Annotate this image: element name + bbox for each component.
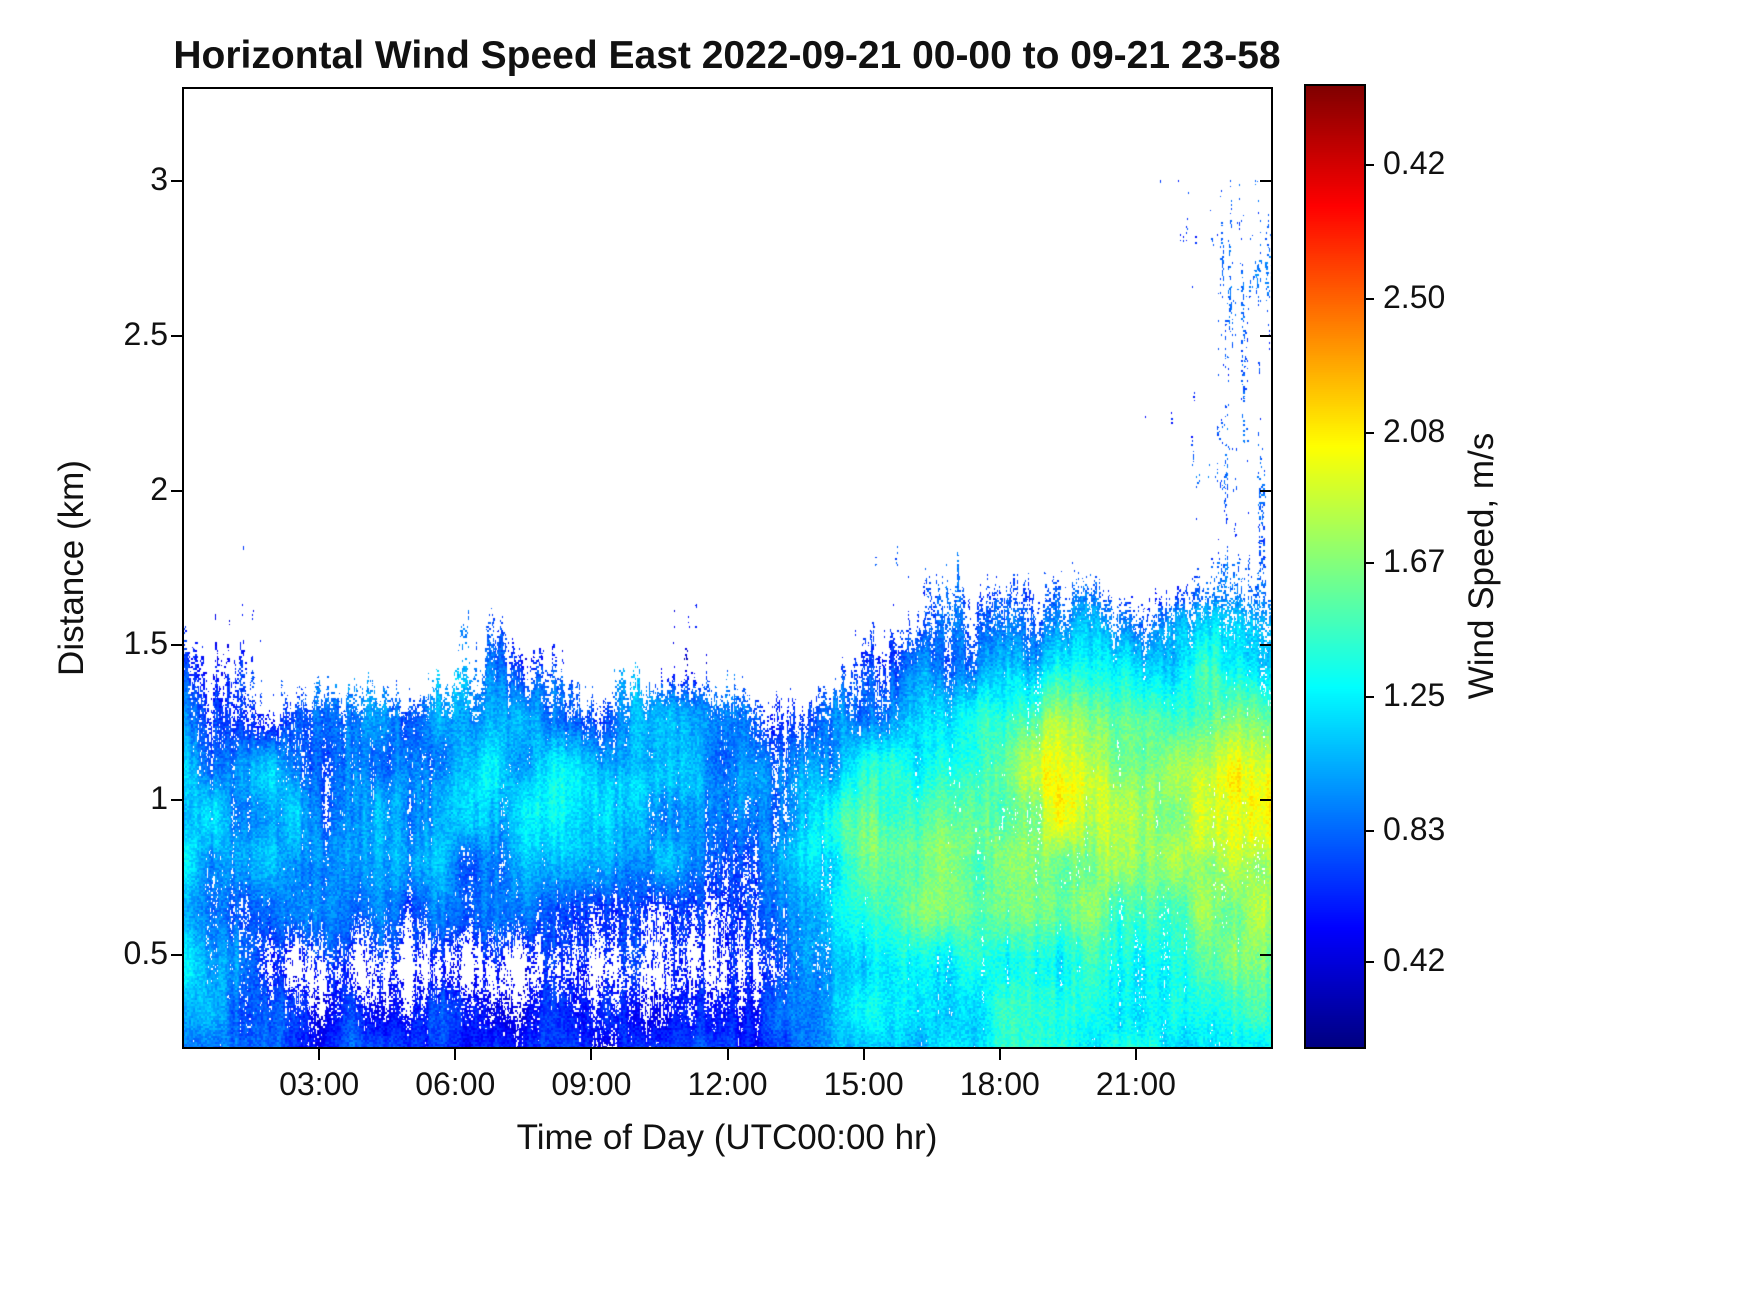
y-tick-label: 0.5 [123, 935, 168, 972]
y-tick-mark [171, 644, 183, 647]
colorbar-tick-label: 2.50 [1383, 278, 1446, 315]
heatmap-canvas [183, 88, 1272, 1048]
colorbar-tick-mark [1365, 830, 1374, 833]
x-tick-mark [454, 1048, 457, 1060]
y-tick-mark [171, 489, 183, 492]
x-tick-mark [318, 1048, 321, 1060]
x-tick-label: 09:00 [551, 1066, 632, 1102]
x-tick-label: 15:00 [823, 1066, 904, 1102]
y-tick-mark-right [1260, 799, 1272, 802]
y-tick-mark [171, 179, 183, 182]
colorbar-tick-label: 0.83 [1383, 811, 1446, 848]
x-tick-mark [862, 1048, 865, 1060]
y-tick-label: 2.5 [123, 315, 168, 352]
x-tick-mark [726, 1048, 729, 1060]
y-tick-label: 1.5 [123, 625, 168, 662]
y-tick-mark-right [1260, 334, 1272, 337]
colorbar-tick-label: 0.42 [1383, 144, 1446, 181]
y-tick-label: 2 [150, 470, 168, 507]
y-tick-mark-right [1260, 954, 1272, 957]
x-tick-label: 12:00 [687, 1066, 768, 1102]
colorbar-tick-label: 2.08 [1383, 412, 1446, 449]
x-tick-mark [998, 1048, 1001, 1060]
y-tick-mark-right [1260, 179, 1272, 182]
x-axis-label: Time of Day (UTC00:00 hr) [516, 1118, 938, 1157]
colorbar-tick-label: 0.42 [1383, 941, 1446, 978]
x-tick-label: 03:00 [279, 1066, 360, 1102]
y-tick-mark [171, 954, 183, 957]
x-tick-mark [1134, 1048, 1137, 1060]
x-tick-label: 06:00 [415, 1066, 496, 1102]
colorbar-tick-label: 1.25 [1383, 677, 1446, 714]
colorbar-canvas [1305, 85, 1365, 1048]
colorbar-tick-mark [1365, 562, 1374, 565]
x-tick-mark [590, 1048, 593, 1060]
y-tick-label: 1 [150, 780, 168, 817]
y-tick-label: 3 [150, 160, 168, 197]
colorbar-tick-mark [1365, 431, 1374, 434]
y-tick-mark-right [1260, 489, 1272, 492]
y-tick-mark-right [1260, 644, 1272, 647]
colorbar-tick-mark [1365, 163, 1374, 166]
y-tick-mark [171, 799, 183, 802]
colorbar-tick-mark [1365, 960, 1374, 963]
y-tick-mark [171, 334, 183, 337]
colorbar-tick-mark [1365, 696, 1374, 699]
x-tick-label: 21:00 [1095, 1066, 1176, 1102]
chart-title: Horizontal Wind Speed East 2022-09-21 00… [173, 34, 1281, 77]
colorbar-tick-mark [1365, 297, 1374, 300]
x-tick-label: 18:00 [959, 1066, 1040, 1102]
colorbar-tick-label: 1.67 [1383, 543, 1446, 580]
